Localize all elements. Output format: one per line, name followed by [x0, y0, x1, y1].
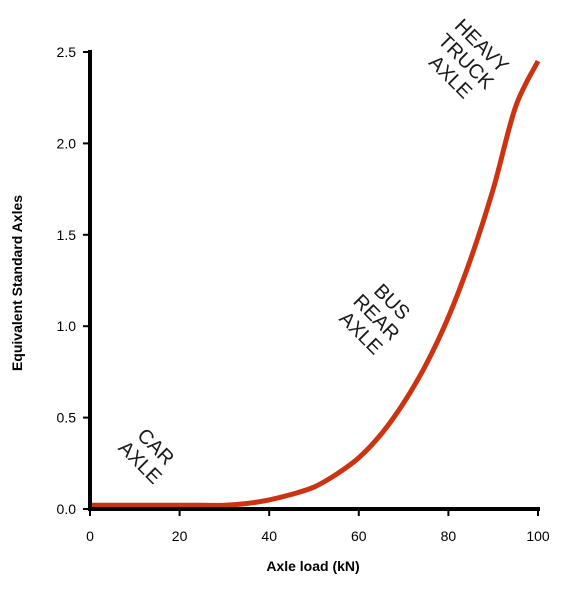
- x-axis-title: Axle load (kN): [266, 558, 359, 574]
- annotation-label: HEAVYTRUCKAXLE: [418, 14, 514, 110]
- x-tick-label: 60: [351, 528, 367, 544]
- x-tick-label: 20: [172, 528, 188, 544]
- annotation-label: BUSREARAXLE: [333, 275, 419, 361]
- y-axis-title: Equivalent Standard Axles: [9, 195, 25, 371]
- y-tick-label: 1.5: [57, 227, 77, 243]
- x-tick-label: 80: [441, 528, 457, 544]
- y-tick-label: 2.0: [57, 135, 77, 151]
- x-tick-label: 0: [86, 528, 94, 544]
- y-tick-label: 1.0: [57, 318, 77, 334]
- y-tick-label: 2.5: [57, 44, 77, 60]
- plot-area: 0 20 40 60 80 100 0.0 0.5 1.0 1.5 2.0 2.5 CARAXLE BUS…: [57, 14, 550, 544]
- y-tick-label: 0.0: [57, 501, 77, 517]
- series-line: [89, 59, 541, 508]
- annotation-label: CARAXLE: [114, 421, 181, 488]
- x-tick-label: 40: [261, 528, 277, 544]
- x-tick-label: 100: [526, 528, 550, 544]
- y-tick-label: 0.5: [57, 410, 77, 426]
